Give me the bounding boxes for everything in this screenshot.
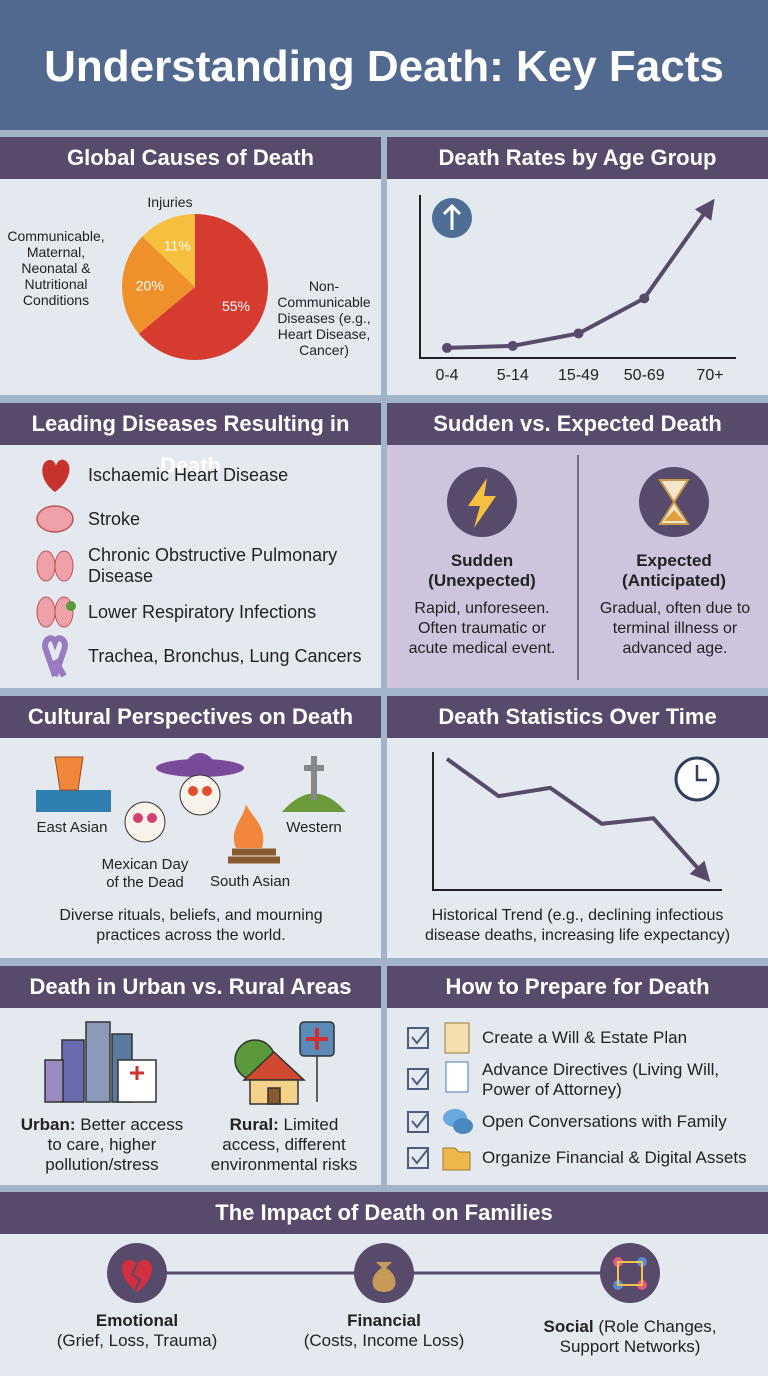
culture-caption: Diverse rituals, beliefs, and mourning p… bbox=[59, 907, 323, 944]
urban-desc: Better access to care, higher pollution/… bbox=[45, 1115, 184, 1174]
panel-title: How to Prepare for Death bbox=[445, 974, 710, 999]
trend-line bbox=[445, 757, 711, 883]
hourglass bbox=[658, 479, 690, 525]
disease-item: Chronic Obstructive Pulmonary Disease bbox=[88, 545, 338, 586]
axes bbox=[419, 195, 736, 359]
data-point bbox=[639, 293, 650, 304]
impact-text: (Costs, Income Loss) bbox=[303, 1331, 465, 1350]
panel-frames bbox=[0, 137, 768, 1376]
rural-icon bbox=[234, 1021, 335, 1105]
panel-title: Global Causes of Death bbox=[67, 145, 314, 170]
panel-title: Sudden vs. Expected Death bbox=[433, 411, 722, 436]
x-tick-label: 0-4 bbox=[435, 367, 458, 384]
disease-item: Lower Respiratory Infections bbox=[88, 602, 317, 622]
prepare-item: Organize Financial & Digital Assets bbox=[482, 1148, 747, 1167]
rural-label: Rural: bbox=[229, 1115, 279, 1134]
pie-value-label: 55% bbox=[222, 298, 250, 314]
panel-title: Death in Urban vs. Rural Areas bbox=[29, 974, 352, 999]
disease-item: Ischaemic Heart Disease bbox=[88, 465, 289, 485]
page-title: Understanding Death: Key Facts bbox=[44, 42, 724, 91]
x-tick-label: 5-14 bbox=[497, 367, 529, 384]
pie-slice bbox=[142, 214, 195, 287]
panel-title: Leading Diseases Resulting in Death bbox=[31, 411, 350, 478]
panel-title: Cultural Perspectives on Death bbox=[27, 704, 354, 729]
culture-label: East Asian bbox=[36, 819, 108, 836]
data-point bbox=[442, 342, 452, 353]
panel-title: Death Statistics Over Time bbox=[438, 704, 717, 729]
impact-label: Emotional bbox=[95, 1311, 179, 1330]
cultural-icons bbox=[36, 753, 346, 864]
data-point bbox=[573, 328, 584, 339]
pie-slice bbox=[138, 214, 268, 360]
pie-label: Non-Communicable Diseases (e.g., Heart D… bbox=[277, 278, 371, 358]
impact-label: Social bbox=[543, 1317, 594, 1336]
disease-icons bbox=[36, 459, 76, 678]
pie-value-label: 20% bbox=[136, 277, 164, 293]
x-tick-label: 50-69 bbox=[624, 367, 665, 384]
rural-text: Rural: Limited access, different environ… bbox=[200, 1115, 368, 1175]
header-band bbox=[0, 0, 768, 130]
impact-item: Financial (Costs, Income Loss) bbox=[294, 1311, 474, 1351]
axes bbox=[432, 752, 722, 891]
culture-label: Mexican Day of the Dead bbox=[101, 856, 189, 891]
stats-caption: Historical Trend (e.g., declining infect… bbox=[424, 907, 731, 944]
lightning bbox=[468, 478, 496, 528]
disease-item: Stroke bbox=[88, 509, 141, 529]
prepare-item: Open Conversations with Family bbox=[482, 1112, 727, 1131]
urban-text: Urban: Better access to care, higher pol… bbox=[16, 1115, 188, 1175]
panel-title: The Impact of Death on Families bbox=[215, 1200, 553, 1225]
pie-label: Injuries bbox=[147, 194, 193, 210]
expected-label: Expected (Anticipated) bbox=[622, 551, 726, 590]
x-tick-label: 70+ bbox=[696, 367, 723, 384]
up-arrow bbox=[442, 203, 462, 230]
data-point bbox=[507, 340, 518, 351]
prepare-icons bbox=[407, 1022, 473, 1171]
sudden-text: Rapid, unforeseen. Often traumatic or ac… bbox=[408, 600, 556, 657]
impact-label: Financial bbox=[347, 1311, 421, 1330]
culture-label: Western bbox=[286, 819, 342, 836]
impact-text: (Role Changes, Support Networks) bbox=[559, 1317, 717, 1356]
disease-item: Trachea, Bronchus, Lung Cancers bbox=[88, 646, 362, 666]
urban-label: Urban: bbox=[20, 1115, 76, 1134]
impact-item: Emotional (Grief, Loss, Trauma) bbox=[47, 1311, 227, 1351]
pie-slice bbox=[121, 236, 195, 334]
culture-label: South Asian bbox=[209, 873, 291, 890]
x-tick-label: 15-49 bbox=[558, 367, 599, 384]
panel-title: Death Rates by Age Group bbox=[438, 145, 717, 170]
impact-text: (Grief, Loss, Trauma) bbox=[56, 1331, 218, 1350]
pie-label: Communicable, Maternal, Neonatal & Nutri… bbox=[7, 228, 105, 308]
pie-value-label: 11% bbox=[164, 237, 191, 253]
prepare-item: Create a Will & Estate Plan bbox=[482, 1028, 688, 1047]
rural-desc: Limited access, different environmental … bbox=[210, 1115, 358, 1174]
expected-text: Gradual, often due to terminal illness o… bbox=[599, 600, 751, 657]
urban-icon bbox=[44, 1021, 157, 1103]
impact-icons bbox=[107, 1243, 660, 1303]
impact-item: Social (Role Changes, Support Networks) bbox=[530, 1317, 730, 1357]
prepare-item: Advance Directives (Living Will, Power o… bbox=[482, 1060, 720, 1099]
panel-headers bbox=[0, 137, 768, 1234]
sudden-label: Sudden (Unexpected) bbox=[428, 551, 536, 590]
